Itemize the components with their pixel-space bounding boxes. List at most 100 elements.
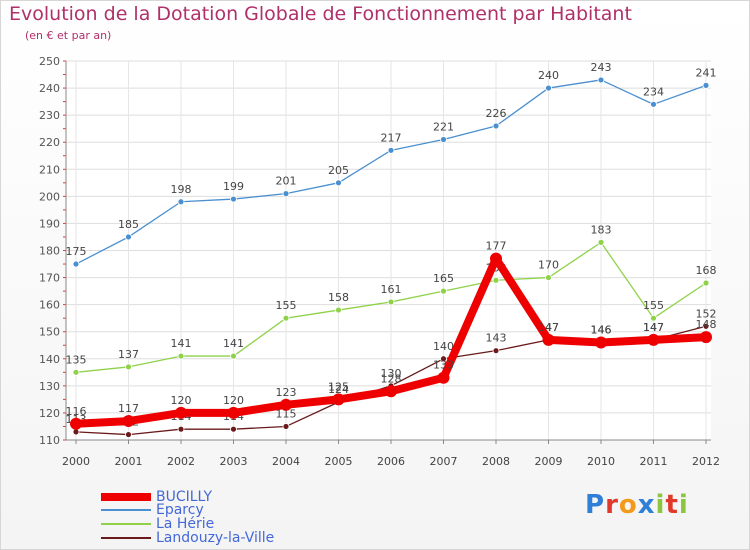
y-tick-label: 180 bbox=[39, 245, 60, 258]
data-point-landouzy-la-ville bbox=[230, 425, 237, 433]
data-label-bucilly: 133 bbox=[433, 359, 454, 372]
logo-letter: P bbox=[585, 490, 606, 520]
data-point-bucilly bbox=[647, 333, 660, 346]
data-point-la-h-rie bbox=[545, 274, 552, 281]
logo-letter: i bbox=[678, 490, 689, 520]
data-label-eparcy: 201 bbox=[276, 175, 297, 188]
legend-swatch bbox=[101, 537, 151, 539]
data-label-la-h-rie: 137 bbox=[118, 348, 139, 361]
logo-letter: o bbox=[618, 490, 638, 520]
data-point-eparcy bbox=[440, 136, 447, 143]
data-point-la-h-rie bbox=[125, 363, 132, 371]
legend-label: Eparcy bbox=[156, 502, 204, 518]
data-point-la-h-rie bbox=[440, 287, 447, 295]
logo-letter: r bbox=[605, 490, 619, 520]
data-point-bucilly bbox=[700, 331, 712, 344]
data-label-eparcy: 185 bbox=[118, 218, 139, 231]
data-label-bucilly: 117 bbox=[118, 402, 139, 415]
data-label-bucilly: 148 bbox=[696, 318, 717, 331]
logo-letter: t bbox=[665, 490, 679, 520]
y-tick-label: 200 bbox=[39, 190, 60, 203]
data-point-landouzy-la-ville bbox=[177, 425, 185, 433]
data-point-landouzy-la-ville bbox=[492, 347, 500, 355]
data-point-la-h-rie bbox=[230, 352, 237, 360]
data-label-la-h-rie: 141 bbox=[171, 337, 192, 350]
data-point-eparcy bbox=[282, 190, 290, 198]
legend-label: La Hérie bbox=[156, 516, 215, 532]
data-label-la-h-rie: 168 bbox=[696, 264, 717, 277]
data-point-la-h-rie bbox=[177, 352, 185, 360]
y-tick-label: 160 bbox=[39, 299, 60, 312]
data-point-bucilly bbox=[490, 252, 502, 265]
y-tick-label: 130 bbox=[39, 380, 60, 393]
data-label-la-h-rie: 161 bbox=[381, 283, 402, 296]
data-label-la-h-rie: 141 bbox=[223, 337, 244, 350]
y-tick-label: 110 bbox=[39, 434, 60, 447]
x-tick-label: 2001 bbox=[115, 455, 143, 468]
logo-letter: i bbox=[655, 490, 666, 520]
chart-subtitle: (en € et par an) bbox=[25, 29, 112, 42]
y-tick-label: 230 bbox=[39, 109, 60, 122]
x-tick-label: 2003 bbox=[220, 455, 248, 468]
y-tick-label: 210 bbox=[39, 163, 60, 176]
y-tick-label: 170 bbox=[39, 272, 60, 285]
y-tick-label: 120 bbox=[39, 407, 60, 420]
data-point-bucilly bbox=[385, 385, 397, 398]
x-tick-label: 2012 bbox=[692, 455, 720, 468]
data-label-eparcy: 241 bbox=[696, 66, 717, 79]
logo-letter: x bbox=[637, 490, 656, 520]
y-tick-label: 250 bbox=[39, 55, 60, 68]
data-label-eparcy: 217 bbox=[381, 131, 402, 144]
x-tick-label: 2002 bbox=[167, 455, 195, 468]
data-point-bucilly bbox=[437, 371, 450, 384]
data-label-la-h-rie: 158 bbox=[328, 291, 349, 304]
data-point-eparcy bbox=[545, 84, 552, 92]
proxiti-logo: Proxiti bbox=[585, 490, 689, 520]
data-label-la-h-rie: 135 bbox=[66, 353, 87, 366]
data-label-bucilly: 125 bbox=[328, 380, 349, 393]
y-tick-label: 220 bbox=[39, 136, 60, 149]
data-point-la-h-rie bbox=[492, 276, 500, 284]
chart-title: Evolution de la Dotation Globale de Fonc… bbox=[9, 3, 632, 25]
data-label-la-h-rie: 165 bbox=[433, 272, 454, 285]
data-point-eparcy bbox=[230, 195, 237, 203]
data-point-landouzy-la-ville bbox=[702, 322, 710, 330]
data-point-bucilly bbox=[70, 417, 82, 430]
data-label-bucilly: 120 bbox=[171, 394, 192, 407]
y-tick-label: 150 bbox=[39, 326, 60, 339]
data-point-landouzy-la-ville bbox=[440, 355, 447, 363]
data-label-landouzy-la-ville: 140 bbox=[433, 340, 454, 353]
data-point-landouzy-la-ville bbox=[72, 428, 80, 436]
data-point-la-h-rie bbox=[597, 238, 605, 246]
data-point-eparcy bbox=[597, 76, 605, 84]
data-label-bucilly: 123 bbox=[276, 386, 297, 399]
legend-swatch bbox=[101, 509, 151, 511]
x-tick-label: 2000 bbox=[62, 455, 90, 468]
data-label-eparcy: 199 bbox=[223, 180, 244, 193]
data-point-eparcy bbox=[387, 146, 395, 154]
x-tick-label: 2009 bbox=[535, 455, 563, 468]
data-point-bucilly bbox=[280, 398, 292, 411]
data-label-eparcy: 234 bbox=[643, 85, 664, 98]
x-tick-label: 2005 bbox=[325, 455, 353, 468]
x-tick-label: 2011 bbox=[640, 455, 668, 468]
legend-swatch bbox=[101, 523, 151, 525]
data-label-la-h-rie: 155 bbox=[276, 299, 297, 312]
data-point-la-h-rie bbox=[650, 314, 657, 322]
data-label-eparcy: 175 bbox=[66, 245, 87, 258]
x-tick-label: 2006 bbox=[377, 455, 405, 468]
data-point-la-h-rie bbox=[702, 279, 710, 287]
data-label-bucilly: 147 bbox=[538, 321, 559, 334]
data-label-landouzy-la-ville: 152 bbox=[696, 307, 717, 320]
data-label-bucilly: 120 bbox=[223, 394, 244, 407]
data-label-landouzy-la-ville: 115 bbox=[276, 407, 297, 420]
legend-swatch bbox=[101, 493, 151, 501]
data-point-bucilly bbox=[175, 406, 187, 419]
data-label-landouzy-la-ville: 146 bbox=[591, 324, 612, 337]
data-label-eparcy: 205 bbox=[328, 164, 349, 177]
data-label-bucilly: 177 bbox=[486, 240, 507, 253]
data-point-eparcy bbox=[177, 198, 185, 206]
data-point-eparcy bbox=[72, 260, 80, 268]
